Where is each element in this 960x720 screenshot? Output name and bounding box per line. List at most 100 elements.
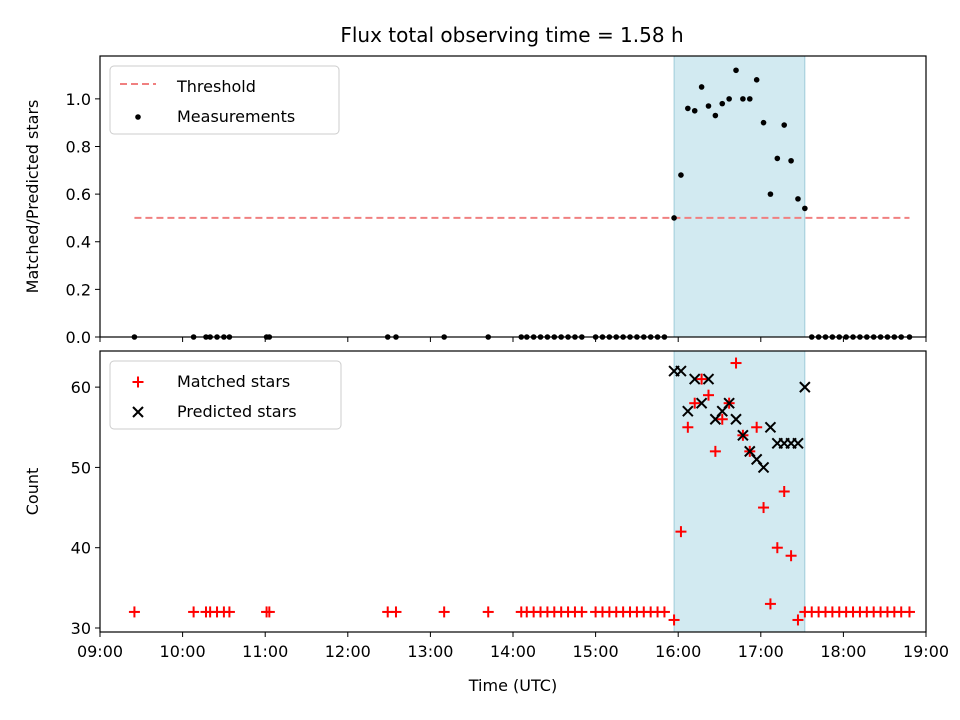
predicted-point-b [757,461,770,474]
matched-point [771,542,783,554]
y-tick-label: 40 [71,539,91,558]
matched-point [188,606,200,618]
series-matched-stars [128,357,915,626]
matched-point [785,550,797,562]
measurement-point [760,119,767,126]
y-tick-label: 60 [71,378,91,397]
legend-matched-swatch [132,376,144,388]
y-tick-label: 0.6 [66,185,91,204]
x-tick-label: 12:00 [325,642,371,661]
predicted-point [757,461,770,474]
legend-predicted-swatch [132,406,144,418]
predicted-point-b [799,381,811,393]
matched-point [576,606,588,618]
matched-point [702,389,714,401]
legend-measurements-swatch [135,114,141,120]
x-tick-label: 11:00 [242,642,288,661]
predicted-point-b [682,405,694,417]
x-axis-label: Time (UTC) [468,676,557,695]
predicted-point [682,405,694,417]
measurement-point [795,196,801,202]
measurement-point [698,84,705,90]
matched-point [223,606,235,618]
legend-predicted-b [132,406,144,418]
measurement-point [712,112,719,119]
legend-item: Matched stars [132,372,290,391]
x-tick-label: 15:00 [573,642,619,661]
matched-point [778,486,790,497]
predicted-point-b [695,397,708,409]
matched-point [668,614,680,626]
observing-window-shade [673,55,806,338]
predicted-point-b [702,373,715,385]
legend-label: Measurements [177,107,295,126]
matched-point [689,397,701,409]
matched-point [128,606,140,618]
predicted-point [737,429,749,442]
legend: Matched stars Predicted stars [109,360,342,430]
measurement-point [691,107,698,114]
legend-label: Predicted stars [177,402,297,421]
series-predicted-stars [668,365,811,474]
measurement-point [733,67,739,74]
measurement-point [685,105,691,112]
measurement-point [746,96,753,102]
y-tick-label: 0.4 [66,233,91,252]
predicted-point-b [744,445,756,458]
predicted-point [675,365,687,377]
predicted-point-b [675,365,687,377]
measurement-point [781,122,788,128]
measurement-point [753,77,760,83]
predicted-point [730,413,742,425]
measurement-point [705,103,712,109]
x-tick-label: 09:00 [77,642,123,661]
y-tick-label: 1.0 [66,90,91,109]
matched-point [263,606,275,618]
predicted-point-b [737,429,749,442]
matched-point [903,606,915,618]
x-tick-label: 10:00 [160,642,206,661]
predicted-point-b [750,453,763,466]
predicted-point-b [792,437,804,450]
measurement-point [726,96,732,102]
y-tick-label: 0.0 [66,328,91,347]
measurement-point [740,96,746,102]
matched-point [658,606,670,618]
figure-title: Flux total observing time = 1.58 h [340,23,683,47]
measurement-point [774,155,781,162]
predicted-point [792,437,804,450]
predicted-point [764,421,777,433]
predicted-point-b [764,421,777,433]
y-axis-label: Count [23,468,42,516]
x-tick-label: 13:00 [407,642,453,661]
y-tick-label: 50 [71,458,91,477]
predicted-point [723,397,735,409]
measurement-point [802,205,808,212]
matched-point [438,606,450,618]
predicted-point [689,373,701,385]
predicted-point-b [723,397,735,409]
predicted-point-b [730,413,742,425]
matched-point [764,598,776,610]
legend-item: Predicted stars [132,402,297,421]
x-tick-label: 18:00 [820,642,866,661]
matched-point [758,502,770,514]
legend-box [109,65,340,135]
matched-point [696,373,708,385]
predicted-point [702,373,715,385]
legend-item: Measurements [135,107,295,126]
legend-label: Matched stars [177,372,290,391]
matched-point [482,606,494,618]
matched-point [792,614,804,626]
measurement-point [719,100,726,107]
x-tick-label: 14:00 [490,642,536,661]
x-tick-label: 19:00 [903,642,949,661]
legend-label: Threshold [176,77,256,96]
top-panel-flux-ratio: 0.0 0.2 0.4 0.6 0.8 1.0 Matched/Predicted star… [23,55,927,347]
predicted-point [799,381,811,393]
matched-point [675,526,687,538]
predicted-point-b [689,373,701,385]
matched-point [390,606,402,618]
legend: Threshold Measurements [109,65,340,135]
